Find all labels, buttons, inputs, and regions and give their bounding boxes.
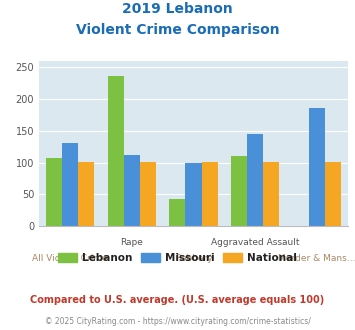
Bar: [231, 156, 247, 226]
Bar: [78, 162, 94, 226]
Bar: [309, 108, 325, 226]
Text: Aggravated Assault: Aggravated Assault: [211, 238, 300, 247]
Text: 2019 Lebanon: 2019 Lebanon: [122, 2, 233, 16]
Bar: [169, 199, 185, 226]
Text: All Violent Crime: All Violent Crime: [32, 254, 108, 263]
Text: Murder & Mans...: Murder & Mans...: [278, 254, 355, 263]
Bar: [263, 162, 279, 226]
Bar: [62, 143, 78, 226]
Text: © 2025 CityRating.com - https://www.cityrating.com/crime-statistics/: © 2025 CityRating.com - https://www.city…: [45, 317, 310, 326]
Text: Rape: Rape: [120, 238, 143, 247]
Legend: Lebanon, Missouri, National: Lebanon, Missouri, National: [54, 248, 301, 267]
Bar: [46, 158, 62, 226]
Text: Robbery: Robbery: [175, 254, 212, 263]
Bar: [108, 76, 124, 226]
Bar: [185, 163, 202, 226]
Bar: [124, 155, 140, 226]
Text: Violent Crime Comparison: Violent Crime Comparison: [76, 23, 279, 37]
Bar: [247, 134, 263, 226]
Text: Compared to U.S. average. (U.S. average equals 100): Compared to U.S. average. (U.S. average …: [31, 295, 324, 305]
Bar: [202, 162, 218, 226]
Bar: [140, 162, 156, 226]
Bar: [325, 162, 341, 226]
